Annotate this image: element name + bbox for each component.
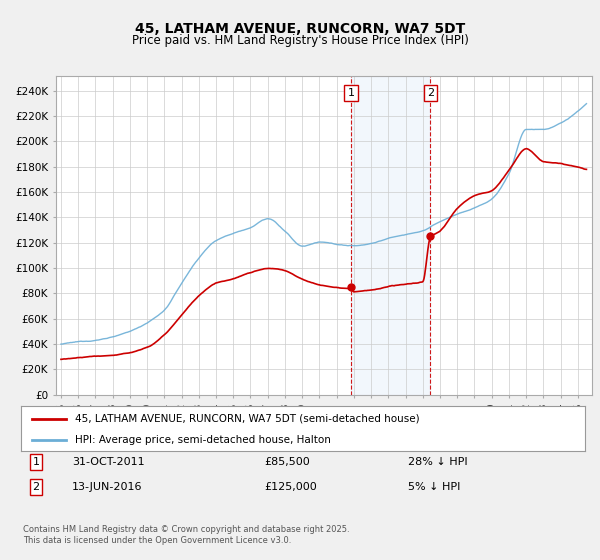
Text: 31-OCT-2011: 31-OCT-2011 <box>72 457 145 467</box>
Text: Price paid vs. HM Land Registry's House Price Index (HPI): Price paid vs. HM Land Registry's House … <box>131 34 469 46</box>
Text: 28% ↓ HPI: 28% ↓ HPI <box>408 457 467 467</box>
Text: 45, LATHAM AVENUE, RUNCORN, WA7 5DT: 45, LATHAM AVENUE, RUNCORN, WA7 5DT <box>135 22 465 36</box>
Text: 13-JUN-2016: 13-JUN-2016 <box>72 482 143 492</box>
Text: Contains HM Land Registry data © Crown copyright and database right 2025.
This d: Contains HM Land Registry data © Crown c… <box>23 525 349 545</box>
Text: 45, LATHAM AVENUE, RUNCORN, WA7 5DT (semi-detached house): 45, LATHAM AVENUE, RUNCORN, WA7 5DT (sem… <box>74 413 419 423</box>
Bar <box>351 76 430 395</box>
Text: 1: 1 <box>32 457 40 467</box>
Text: 5% ↓ HPI: 5% ↓ HPI <box>408 482 460 492</box>
Text: £125,000: £125,000 <box>264 482 317 492</box>
Text: 2: 2 <box>427 88 434 99</box>
Text: HPI: Average price, semi-detached house, Halton: HPI: Average price, semi-detached house,… <box>74 435 331 445</box>
Text: 2: 2 <box>32 482 40 492</box>
Text: 1: 1 <box>347 88 355 99</box>
Text: £85,500: £85,500 <box>264 457 310 467</box>
